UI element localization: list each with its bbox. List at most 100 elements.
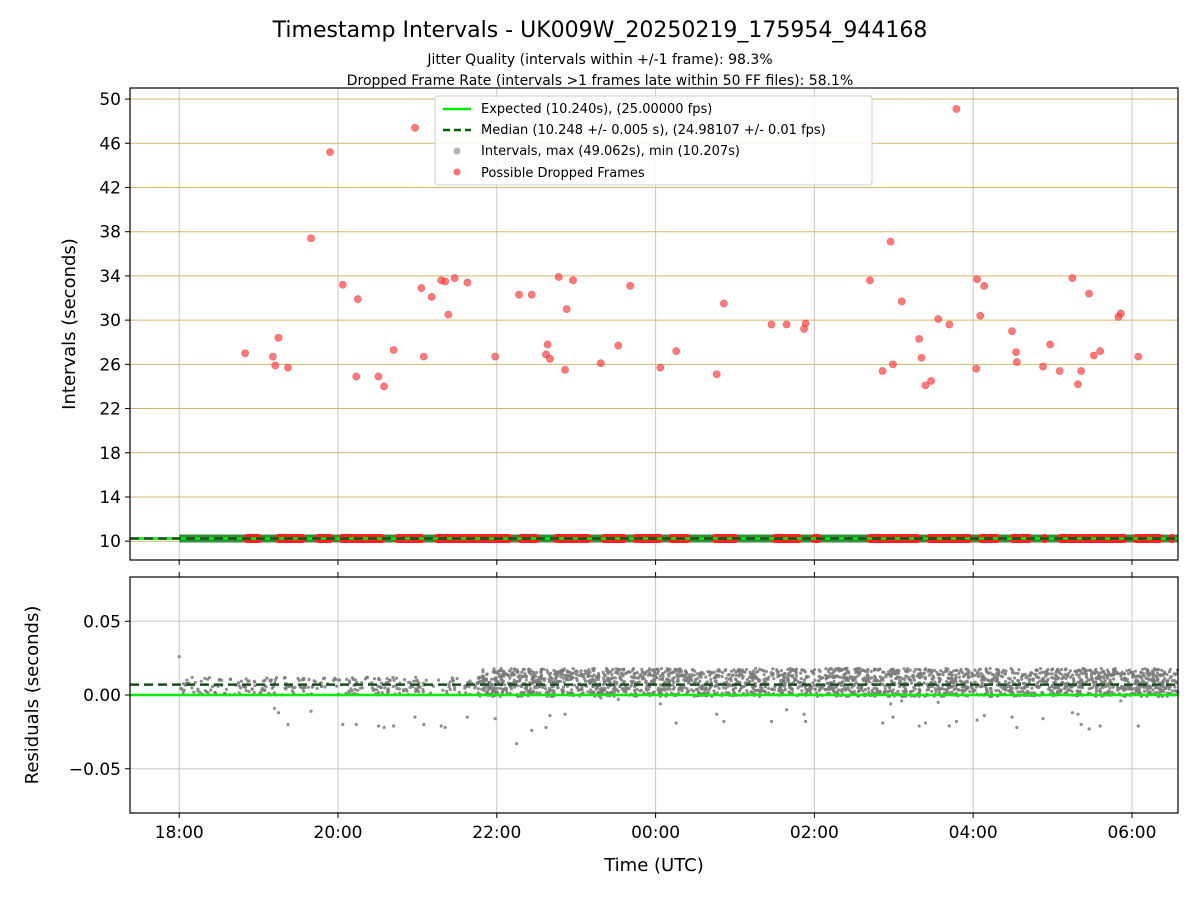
- residual-point: [679, 685, 684, 689]
- residual-point: [489, 685, 493, 689]
- residual-point: [816, 679, 820, 683]
- residual-point: [1102, 669, 1106, 673]
- residual-point: [737, 674, 741, 678]
- residual-point: [1050, 684, 1054, 688]
- dropped-frame-point: [1085, 289, 1093, 298]
- residual-point: [669, 671, 674, 675]
- residual-point: [937, 680, 941, 684]
- residual-point: [1101, 675, 1105, 679]
- residual-point: [353, 687, 357, 692]
- residual-point: [812, 668, 817, 672]
- residual-point: [839, 668, 843, 673]
- dropped-frame-point: [712, 370, 721, 379]
- residual-point: [831, 689, 836, 693]
- residual-point: [873, 678, 877, 683]
- residual-point: [1173, 685, 1177, 689]
- legend-dropped-swatch: [453, 168, 461, 176]
- residual-point: [1089, 686, 1093, 690]
- residual-point: [680, 689, 684, 693]
- residual-point: [714, 679, 718, 684]
- residual-point: [1003, 672, 1007, 676]
- residual-point: [827, 688, 831, 692]
- residual-point: [888, 689, 892, 693]
- residual-point: [492, 677, 497, 681]
- residual-point: [1000, 674, 1005, 679]
- x-tick-label: 20:00: [314, 823, 363, 843]
- residual-point: [1162, 678, 1166, 683]
- residual-point: [1028, 677, 1032, 682]
- residual-point: [1003, 679, 1008, 684]
- residual-point: [817, 668, 821, 672]
- residual-point: [527, 670, 531, 675]
- residual-point: [666, 669, 670, 673]
- residual-point: [966, 672, 970, 677]
- residual-point: [1131, 674, 1135, 678]
- residual-point: [902, 667, 906, 671]
- residual-point: [729, 678, 733, 683]
- residual-point: [949, 680, 954, 684]
- residual-point: [791, 687, 795, 692]
- residual-point: [376, 724, 381, 728]
- residual-point: [830, 686, 834, 691]
- residual-point: [855, 667, 859, 671]
- intervals-plot-frame: [129, 87, 1179, 561]
- residual-point: [583, 672, 587, 676]
- residual-point: [1019, 675, 1024, 679]
- dropped-frame-point: [1089, 351, 1098, 360]
- residual-point: [414, 675, 418, 679]
- residual-point: [1024, 676, 1028, 680]
- residual-point: [712, 689, 716, 693]
- residual-point: [520, 674, 525, 678]
- residual-point: [1017, 668, 1021, 672]
- residual-point: [813, 687, 817, 691]
- residual-point: [371, 688, 375, 692]
- residual-point: [590, 674, 594, 678]
- residual-point: [780, 673, 784, 677]
- residual-point: [848, 689, 853, 693]
- residual-point: [1054, 670, 1058, 674]
- residual-point: [561, 676, 565, 680]
- intervals-y-tick-label: 38: [99, 223, 121, 243]
- residual-point: [1156, 679, 1160, 683]
- residual-point: [539, 669, 543, 673]
- residual-point: [931, 674, 935, 678]
- residual-point: [771, 667, 775, 671]
- residual-point: [802, 668, 806, 673]
- residual-point: [851, 678, 855, 682]
- residual-point: [796, 686, 800, 690]
- residual-point: [1119, 686, 1123, 691]
- residual-point: [403, 678, 407, 682]
- dropped-frame-point: [886, 237, 895, 246]
- residual-point: [984, 667, 988, 671]
- residual-point: [1003, 688, 1008, 692]
- residual-point: [1133, 669, 1137, 673]
- residual-point: [1040, 677, 1044, 681]
- residual-point: [303, 685, 307, 690]
- residual-point: [857, 689, 861, 694]
- residual-point: [558, 679, 563, 683]
- residual-point: [856, 686, 860, 690]
- residual-point: [961, 689, 965, 693]
- residual-point: [323, 685, 327, 689]
- residual-point: [624, 671, 628, 676]
- residual-point: [508, 676, 512, 680]
- residual-point: [468, 679, 472, 683]
- residual-point: [1151, 674, 1155, 678]
- residual-point: [1172, 672, 1176, 676]
- intervals-y-axis-label: Intervals (seconds): [59, 238, 80, 410]
- residual-point: [479, 679, 483, 684]
- residual-point: [631, 681, 635, 685]
- residual-point: [1034, 672, 1038, 677]
- residual-point: [193, 680, 197, 685]
- residual-point: [1016, 685, 1020, 690]
- residual-point: [715, 712, 719, 716]
- residual-point: [537, 676, 541, 680]
- residual-point: [1076, 712, 1080, 716]
- residual-point: [1078, 689, 1082, 693]
- residual-point: [1127, 672, 1131, 676]
- residual-point: [1023, 691, 1027, 695]
- residual-point: [724, 686, 728, 690]
- residual-point: [263, 688, 267, 693]
- residual-point: [988, 666, 992, 671]
